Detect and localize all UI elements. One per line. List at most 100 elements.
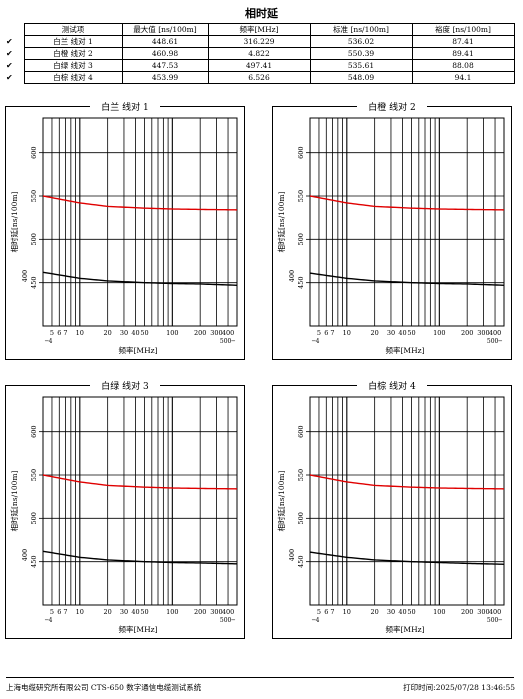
x-tick-label: 300 [477,608,489,616]
x-tick-label: 100 [166,608,178,616]
x-tick-label: 200 [194,329,206,337]
x-tick-label: 5 [50,329,54,337]
x-tick-label: 50 [140,329,148,337]
x-tick-label: 7 [330,329,334,337]
x-tick-label: 50 [407,329,415,337]
cell-max: 447.53 [121,59,209,72]
y-tick-label: 450 [30,276,38,288]
cell-margin: 94.1 [411,71,515,84]
chart-panel-4: 白棕 线对 4 450 500 550 600 400 相时延[ns/100m] 5 6 7 10 2… [272,377,512,639]
x-tick-label: 40 [398,608,406,616]
chart-title-bg [90,379,160,392]
check-icon: ✔ [6,61,13,70]
x-tick-label: 400 [489,608,501,616]
x-tick-label: 30 [120,608,128,616]
x-minor-label: ─4 [44,338,53,345]
cell-std: 535.61 [309,59,413,72]
x-minor-label: ─4 [311,338,320,345]
chart-title-bg [357,100,427,113]
measured-line [42,271,238,286]
chart-title: 白绿 线对 3 [101,380,149,392]
check-icon: ✔ [6,37,13,46]
x-minor-label: ─4 [44,617,53,624]
x-tick-label: 6 [57,608,61,616]
plot-area [309,117,505,327]
page-title: 相时延 [245,7,278,20]
y-tick-label: 500 [297,512,305,524]
cell-std: 536.02 [309,35,413,48]
chart-title: 白橙 线对 2 [368,101,415,113]
y-tick-label: 600 [297,146,305,158]
cell-item: 白棕 线对 4 [23,71,123,84]
y-tick-label: 600 [30,146,38,158]
y-axis-label: 相时延[ns/100m] [276,470,286,531]
x-minor-label: 500─ [487,617,502,624]
x-tick-label: 5 [317,329,321,337]
column-header: 标准 [ns/100m] [309,23,413,36]
y-tick-label: 550 [297,469,305,481]
cell-freq: 316.229 [207,35,311,48]
column-header: 最大值 [ns/100m] [121,23,209,36]
table-row: ✔ 白橙 线对 2 460.98 4.822 550.39 89.41 [6,47,515,60]
cell-freq: 6.526 [207,71,311,84]
check-icon: ✔ [6,49,13,58]
y-tick-label: 450 [30,555,38,567]
chart-panel-1: 白兰 线对 1 450 500 550 600 400 相时延[ns/100m] 5 6 7 10 2… [5,98,245,360]
cell-max: 453.99 [121,71,209,84]
chart-title-bg [90,100,160,113]
limit-line [309,474,505,490]
x-tick-label: 400 [222,329,234,337]
x-minor-label: 500─ [487,338,502,345]
y-tick-label: 550 [297,190,305,202]
cell-freq: 4.822 [207,47,311,60]
x-tick-label: 10 [76,608,84,616]
measured-line [42,550,238,565]
footer-print-time: 打印时间:2025/07/28 13:46:55 [403,683,515,692]
footer-divider [6,677,514,678]
y-tick-label: 500 [30,233,38,245]
x-axis-label: 频率[MHz] [118,345,157,355]
x-tick-label: 200 [461,329,473,337]
chart-svg: 白橙 线对 2 450 500 550 600 400 相时延[ns/100m] 5 6 7 10 2… [272,100,512,360]
column-header: 频率[MHz] [207,23,311,36]
limit-line [42,195,238,211]
cell-freq: 497.41 [207,59,311,72]
y-axis-label: 相时延[ns/100m] [276,191,286,252]
x-tick-label: 10 [76,329,84,337]
x-tick-label: 100 [433,329,445,337]
y-tick-label: 400 [21,270,29,282]
y-axis-label: 相时延[ns/100m] [9,470,19,531]
y-tick-label: 550 [30,469,38,481]
plot-area [309,396,505,606]
cell-std: 548.09 [309,71,413,84]
table-row: ✔ 白棕 线对 4 453.99 6.526 548.09 94.1 [6,71,515,84]
x-tick-label: 6 [57,329,61,337]
table-row: ✔ 白兰 线对 1 448.61 316.229 536.02 87.41 [6,35,515,48]
y-tick-label: 400 [21,549,29,561]
x-tick-label: 20 [371,608,379,616]
limit-line [42,474,238,490]
y-tick-label: 450 [297,276,305,288]
cell-item: 白兰 线对 1 [23,35,123,48]
table-row: ✔ 白绿 线对 3 447.53 497.41 535.61 88.08 [6,59,515,72]
x-tick-label: 5 [317,608,321,616]
limit-line [309,195,505,211]
x-tick-label: 20 [104,329,112,337]
x-tick-label: 100 [166,329,178,337]
y-tick-label: 600 [30,425,38,437]
cell-margin: 88.08 [411,59,515,72]
x-tick-label: 200 [194,608,206,616]
plot-area [42,396,238,606]
chart-title-bg [357,379,427,392]
y-tick-label: 500 [297,233,305,245]
chart-panel-3: 白绿 线对 3 450 500 550 600 400 相时延[ns/100m] 5 6 7 10 2… [5,377,245,639]
check-header [6,24,24,36]
x-tick-label: 100 [433,608,445,616]
x-minor-label: 500─ [220,617,235,624]
x-minor-label: 500─ [220,338,235,345]
measured-line [309,551,505,565]
x-minor-label: ─4 [311,617,320,624]
x-tick-label: 50 [407,608,415,616]
y-tick-label: 400 [288,270,296,282]
y-tick-label: 500 [30,512,38,524]
